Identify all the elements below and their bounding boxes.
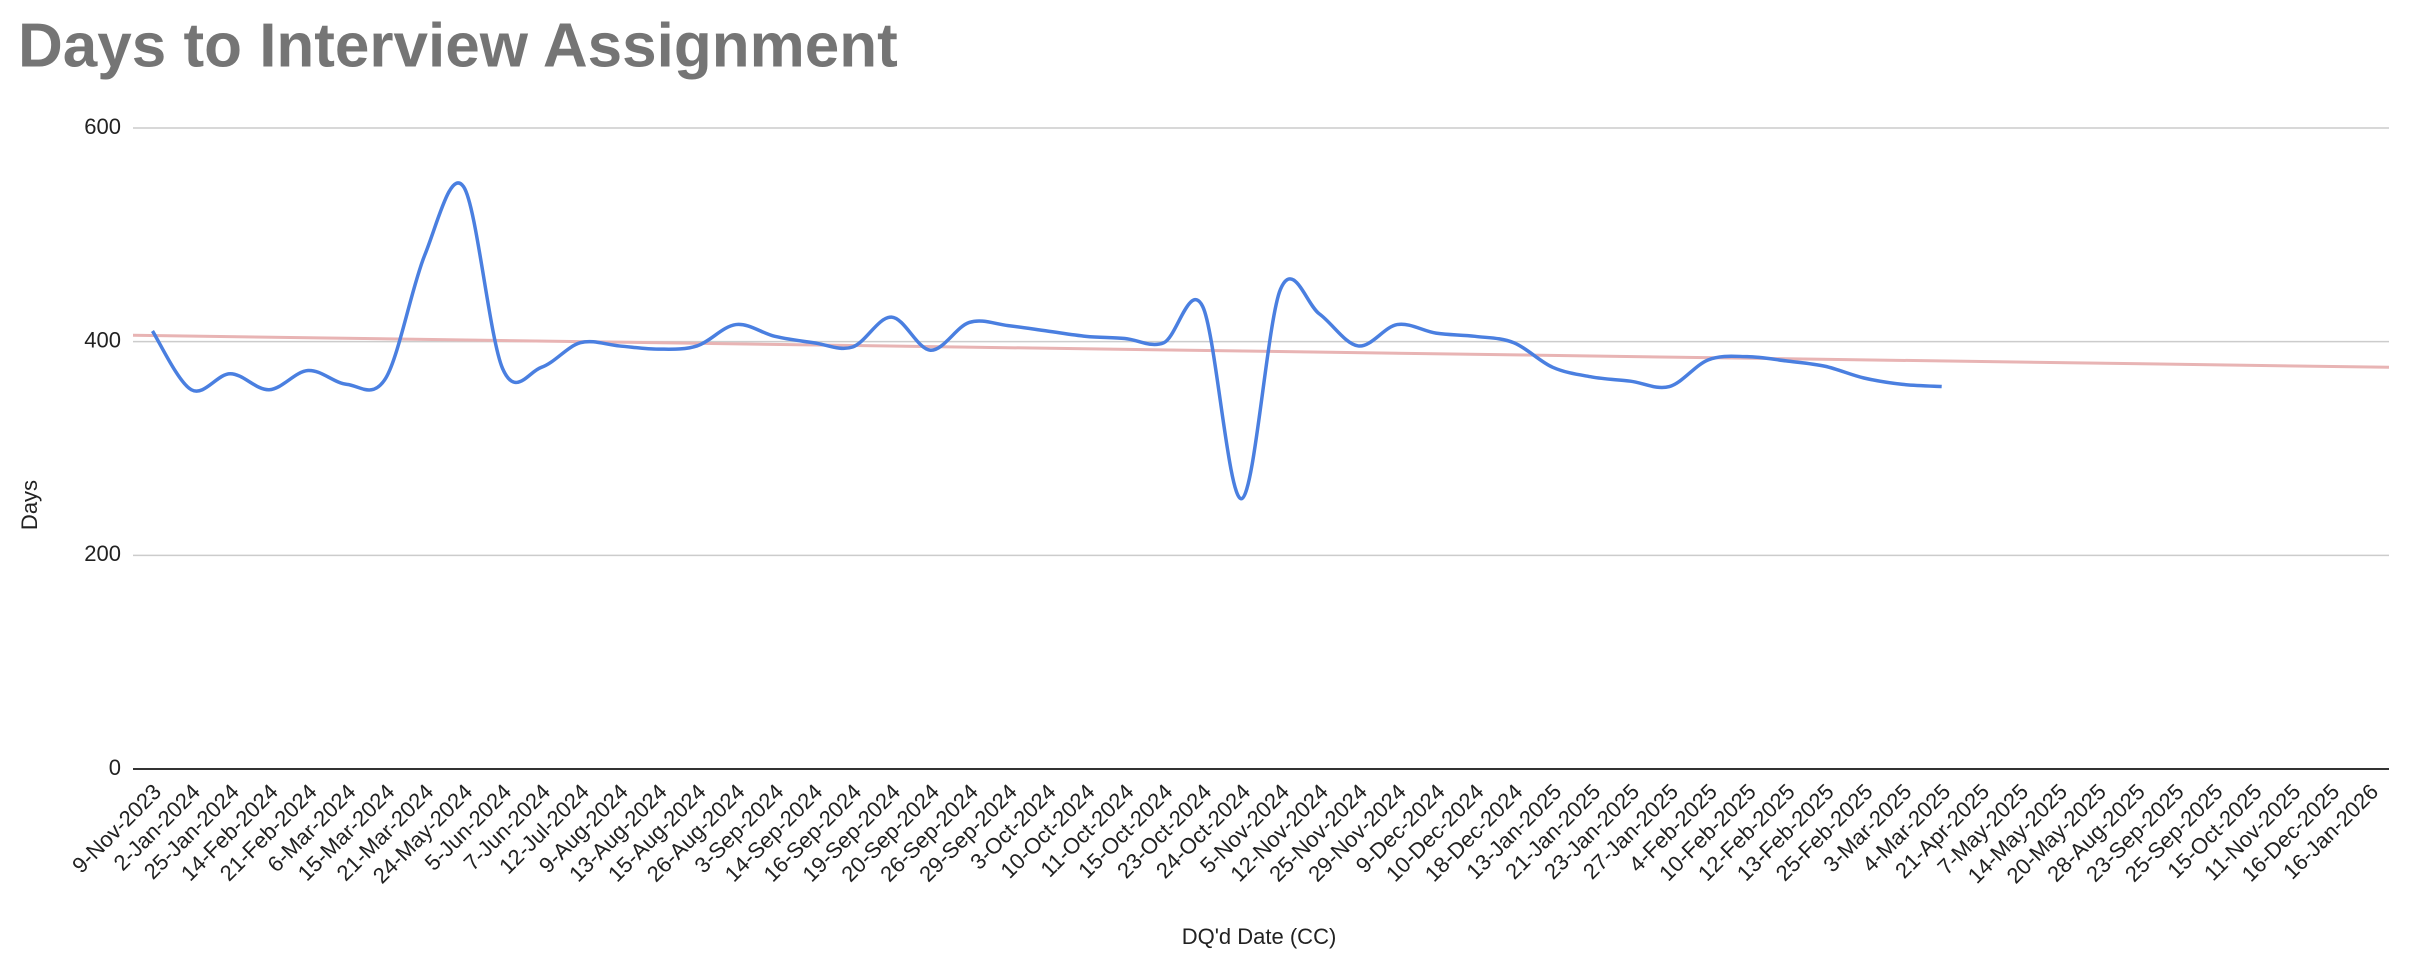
y-tick-label: 0 [109,755,121,780]
y-tick-label: 200 [84,541,121,566]
chart-title: Days to Interview Assignment [18,11,898,80]
x-axis-title: DQ'd Date (CC) [1182,924,1337,949]
y-tick-label: 400 [84,327,121,352]
y-tick-label: 600 [84,114,121,139]
data-line [150,181,1942,501]
y-axis-title: Days [17,480,42,530]
trendline [132,333,2390,369]
